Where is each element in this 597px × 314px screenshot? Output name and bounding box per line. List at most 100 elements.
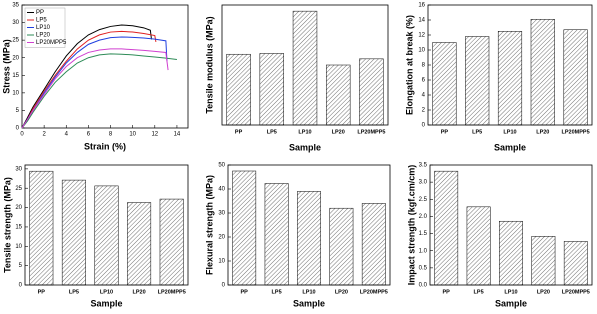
bar [361,203,386,286]
bar [259,53,285,126]
series-line [21,36,168,129]
y-tick-label: 50 [218,163,225,169]
x-tick-label: 6 [87,132,91,138]
bar [61,179,86,286]
y-tick-label: 10 [12,90,19,96]
bar [292,10,318,126]
y-tick-label: 5 [16,108,20,114]
y-axis-title: Tensile strength (MPa) [2,177,12,273]
bar [466,206,491,286]
y-tick-label: 20 [15,205,22,211]
x-tick-label: LP20MPP5 [158,289,186,295]
x-tick-label: 2 [42,132,46,138]
y-axis-title: Flexural strength (MPa) [204,175,214,275]
x-tick-label: PP [235,129,243,135]
y-tick-label: 25 [15,186,22,192]
bar [530,19,555,126]
y-axis-title: Tensile modulus (MPa) [204,16,214,113]
legend-label: LP20MPP5 [36,40,67,46]
bar [159,198,184,286]
x-tick-label: LP20MPP5 [562,289,590,295]
bar [127,202,152,286]
bar [297,191,321,286]
x-tick-label: LP10 [100,289,113,295]
plot-frame [24,164,189,286]
x-axis-title: Sample [293,298,325,308]
bar [94,185,119,286]
x-tick-label: PP [443,289,451,295]
x-axis-title: Sample [494,142,526,152]
bar [531,236,556,286]
y-tick-label: 20 [218,235,225,241]
x-tick-label: LP5 [267,129,277,135]
y-tick-label: 40 [218,187,225,193]
y-tick-label: 10 [15,244,22,250]
y-tick-label: 1.5 [419,231,428,237]
x-tick-label: LP10 [503,129,516,135]
y-tick-label: 0 [19,283,23,289]
bar [432,42,457,126]
series-line [21,53,177,129]
y-tick-label: 20 [12,55,19,61]
bar [264,183,289,286]
bar [465,36,490,126]
legend-label: LP10 [36,25,51,31]
series-line [21,30,157,129]
legend-label: LP20 [36,33,51,39]
bar [499,220,523,286]
y-tick-label: 3.0 [419,180,428,186]
plot-frame [21,4,189,129]
legend-label: LP5 [36,18,47,24]
y-tick-label: 0 [16,126,20,132]
x-tick-label: LP20MPP5 [357,129,385,135]
bar [29,170,54,286]
x-axis-title: Sample [495,298,527,308]
y-tick-label: 4 [422,93,426,99]
y-tick-label: 0 [222,283,226,289]
y-axis-title: Elongation at break (%) [404,15,414,115]
x-tick-label: LP20 [537,289,550,295]
x-axis-title: Sample [90,298,122,308]
bar [232,170,257,286]
x-axis-title: Sample [289,142,321,152]
y-tick-label: 30 [218,211,225,217]
x-tick-label: LP20 [536,129,549,135]
x-tick-label: LP20 [335,289,348,295]
plot-frame [221,4,389,126]
x-tick-label: LP20 [133,289,146,295]
y-tick-label: 25 [12,38,19,44]
y-tick-label: 16 [418,3,425,9]
y-tick-label: 15 [15,225,22,231]
y-axis-title: Impact strength (kgf.cm/cm) [406,165,416,286]
x-tick-label: LP5 [474,289,484,295]
plot-frame [429,164,593,286]
y-tick-label: 35 [12,3,19,9]
y-tick-label: 30 [15,166,22,172]
x-tick-label: LP5 [69,289,79,295]
series-line [21,48,169,129]
bar [226,53,251,126]
y-tick-label: 8 [422,63,426,69]
bar [359,58,384,126]
y-tick-label: 12 [418,33,425,39]
y-tick-label: 2.0 [419,214,428,220]
x-tick-label: LP5 [272,289,282,295]
x-tick-label: 12 [151,132,158,138]
x-axis-title: Strain (%) [84,141,126,151]
x-tick-label: PP [38,289,46,295]
y-tick-label: 10 [218,259,225,265]
y-tick-label: 0 [422,123,426,129]
x-tick-label: 4 [65,132,69,138]
bar [563,29,588,126]
x-tick-label: LP20 [332,129,345,135]
x-tick-label: LP20MPP5 [562,129,590,135]
x-tick-label: LP20MPP5 [360,289,388,295]
bar [563,241,588,286]
plot-frame [227,164,391,286]
bar [497,31,523,126]
y-tick-label: 6 [422,78,426,84]
y-tick-label: 5 [19,263,23,269]
x-tick-label: LP10 [302,289,315,295]
x-tick-label: PP [441,129,449,135]
